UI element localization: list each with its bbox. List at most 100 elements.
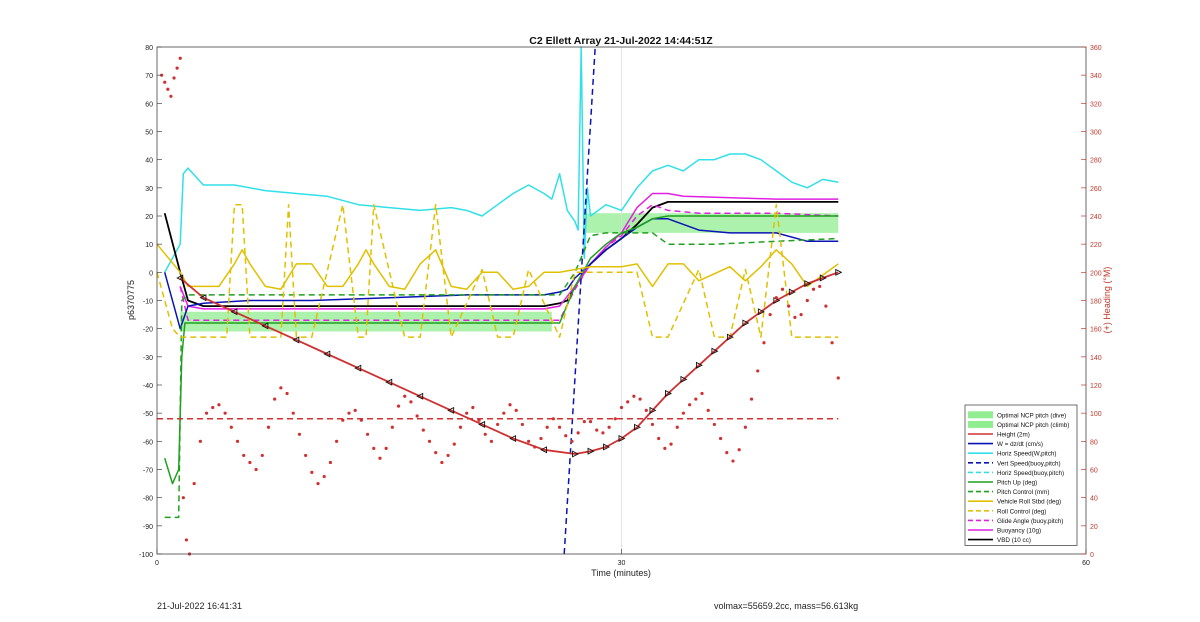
heading-point [390, 425, 394, 429]
heading-point [260, 453, 264, 458]
heading-point [632, 394, 636, 398]
heading-point [304, 453, 308, 458]
right-tick-label: 180 [1090, 299, 1102, 306]
x-ticks: 0 30 60 [155, 549, 1090, 567]
left-tick-label: -30 [143, 355, 153, 362]
legend-label: Height (2m) [997, 432, 1030, 439]
height-marker [540, 446, 548, 454]
heading-point [229, 425, 233, 429]
height-marker [788, 288, 796, 296]
left-tick-label: -40 [143, 383, 153, 390]
height-marker [649, 406, 657, 414]
heading-point [657, 436, 661, 441]
left-tick-label: 80 [145, 45, 153, 52]
y-axis-left-label: p6370775 [126, 280, 136, 320]
series-height [179, 271, 839, 455]
height-marker [695, 361, 703, 369]
heading-point [489, 439, 494, 443]
heading-point [650, 422, 655, 427]
right-y-ticks: 0 20 40 60 80 100 120 140 160 180 200 220 240 260 280 3… [1081, 45, 1102, 559]
series-layer [156, 46, 843, 556]
left-tick-label: -10 [143, 299, 153, 306]
y-axis-right-label: (+) Heading (°M) [1102, 267, 1112, 334]
heading-point [242, 453, 246, 458]
height-marker [354, 364, 362, 372]
height-marker [587, 447, 595, 455]
heading-point [824, 304, 828, 308]
left-tick-label: -90 [143, 524, 153, 531]
legend-label: VBD (10 cc) [997, 537, 1031, 544]
right-tick-label: 300 [1090, 130, 1102, 137]
right-tick-label: 40 [1090, 496, 1098, 503]
heading-point [204, 411, 209, 415]
x-axis-label: Time (minutes) [591, 568, 651, 578]
heading-point [458, 425, 463, 429]
left-tick-label: 30 [145, 186, 153, 193]
heading-point [235, 439, 240, 443]
right-tick-label: 220 [1090, 242, 1102, 249]
left-tick-label: -100 [139, 552, 153, 559]
right-tick-label: 360 [1090, 45, 1102, 52]
heading-point [192, 481, 196, 486]
heading-point [539, 436, 543, 441]
heading-point [601, 431, 605, 435]
heading-point [582, 420, 586, 424]
heading-point [675, 425, 679, 429]
heading-point [166, 87, 170, 91]
heading-point [415, 414, 419, 418]
left-tick-label: 10 [145, 242, 153, 249]
heading-point [787, 304, 791, 308]
heading-point [446, 453, 450, 458]
height-marker [742, 319, 750, 327]
height-marker [509, 434, 517, 443]
heading-point [749, 397, 754, 401]
legend-label: Pitch Up (deg) [997, 480, 1037, 487]
legend-swatch [968, 420, 993, 428]
heading-point [774, 296, 778, 300]
heading-point [273, 397, 277, 401]
heading-point [359, 418, 363, 422]
height-marker [199, 294, 207, 302]
heading-point [279, 386, 283, 390]
heading-point [181, 496, 185, 500]
left-tick-label: -20 [143, 327, 153, 334]
height-marker [447, 406, 455, 414]
heading-point [172, 76, 176, 80]
right-tick-label: 280 [1090, 158, 1102, 165]
left-tick-label: 40 [145, 158, 153, 165]
height-marker [665, 389, 672, 397]
heading-point [341, 418, 345, 422]
right-tick-label: 20 [1090, 524, 1098, 531]
heading-point [409, 400, 413, 404]
heading-point [607, 425, 611, 429]
heading-point [694, 397, 698, 401]
left-tick-label: -50 [143, 411, 153, 418]
heading-point [471, 405, 475, 410]
legend-label: Vehicle Roll Stbd (deg) [997, 499, 1061, 506]
heading-point [335, 439, 339, 443]
heading-point [595, 428, 599, 432]
heading-point [378, 456, 382, 460]
heading-point [780, 287, 785, 291]
height-marker [323, 350, 331, 358]
heading-point [768, 312, 772, 317]
heading-point [811, 287, 816, 291]
legend-label: Optimal NCP pitch (climb) [997, 422, 1069, 429]
heading-point [248, 460, 252, 465]
heading-point [570, 439, 574, 443]
right-tick-label: 340 [1090, 73, 1102, 80]
legend: Optimal NCP pitch (dive) Optimal NCP pitc… [964, 404, 1078, 546]
heading-point [316, 481, 320, 486]
heading-point [564, 434, 568, 438]
left-tick-label: 50 [145, 130, 153, 137]
heading-point [163, 80, 167, 84]
heading-point [483, 432, 487, 436]
heading-point [175, 66, 179, 70]
series-w [163, 218, 839, 330]
right-tick-label: 260 [1090, 186, 1102, 193]
heading-point [211, 405, 215, 410]
heading-point [465, 411, 469, 415]
legend-label: Optimal NCP pitch (dive) [997, 412, 1066, 419]
left-tick-label: 70 [145, 73, 153, 80]
heading-point [706, 408, 710, 412]
